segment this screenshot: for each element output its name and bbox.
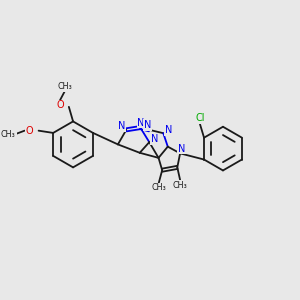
Text: O: O — [56, 100, 64, 110]
Text: CH₃: CH₃ — [0, 130, 15, 139]
Text: N: N — [151, 134, 159, 144]
Text: N: N — [165, 125, 172, 135]
Text: CH₃: CH₃ — [152, 183, 166, 192]
Text: CH₃: CH₃ — [58, 82, 72, 91]
Text: N: N — [137, 118, 145, 128]
Text: N: N — [144, 120, 152, 130]
Text: Cl: Cl — [195, 113, 205, 123]
Text: O: O — [26, 126, 33, 136]
Text: CH₃: CH₃ — [173, 181, 188, 190]
Text: N: N — [178, 144, 185, 154]
Text: N: N — [118, 122, 125, 131]
